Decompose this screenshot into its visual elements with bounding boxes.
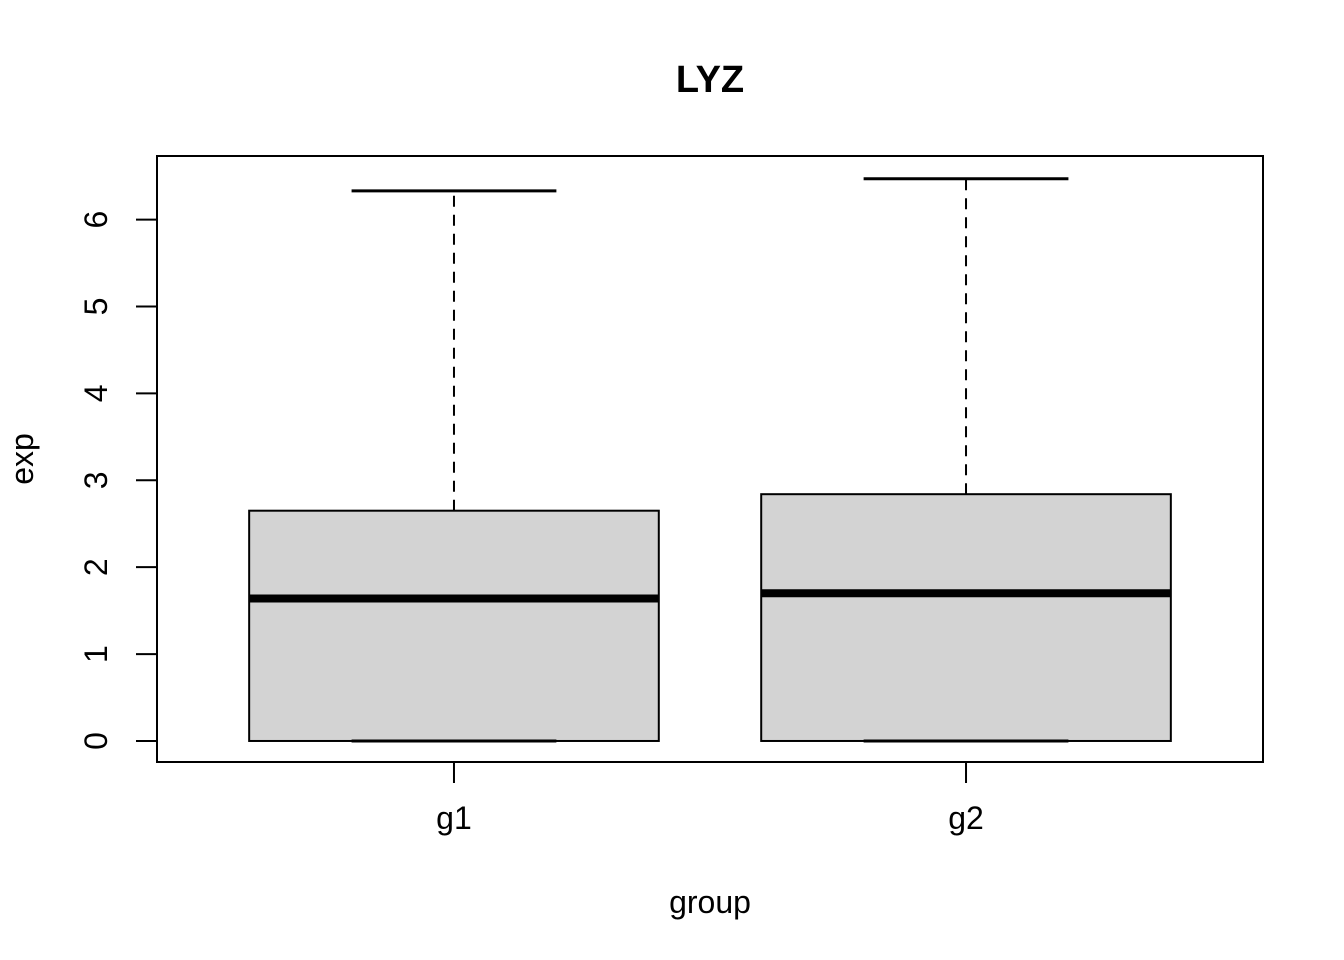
y-tick-label: 0 bbox=[78, 732, 114, 750]
y-tick-label: 4 bbox=[78, 384, 114, 402]
boxes-layer bbox=[248, 177, 1172, 743]
x-axis-label: group bbox=[669, 884, 751, 920]
y-tick-label: 6 bbox=[78, 211, 114, 229]
chart-title: LYZ bbox=[676, 59, 744, 101]
plot-border bbox=[156, 155, 1264, 763]
y-tick-label: 2 bbox=[78, 558, 114, 576]
x-tick-label-g2: g2 bbox=[948, 800, 984, 836]
axes-layer: 0 1 2 3 4 5 6 g1 g2 bbox=[78, 155, 1264, 836]
y-axis-label: exp bbox=[4, 433, 40, 485]
x-tick-label-g1: g1 bbox=[436, 800, 472, 836]
y-tick-label: 5 bbox=[78, 298, 114, 316]
y-tick-label: 1 bbox=[78, 645, 114, 663]
y-tick-label: 3 bbox=[78, 471, 114, 489]
iqr-box-g1 bbox=[248, 509, 660, 742]
iqr-box-g2 bbox=[760, 493, 1172, 742]
